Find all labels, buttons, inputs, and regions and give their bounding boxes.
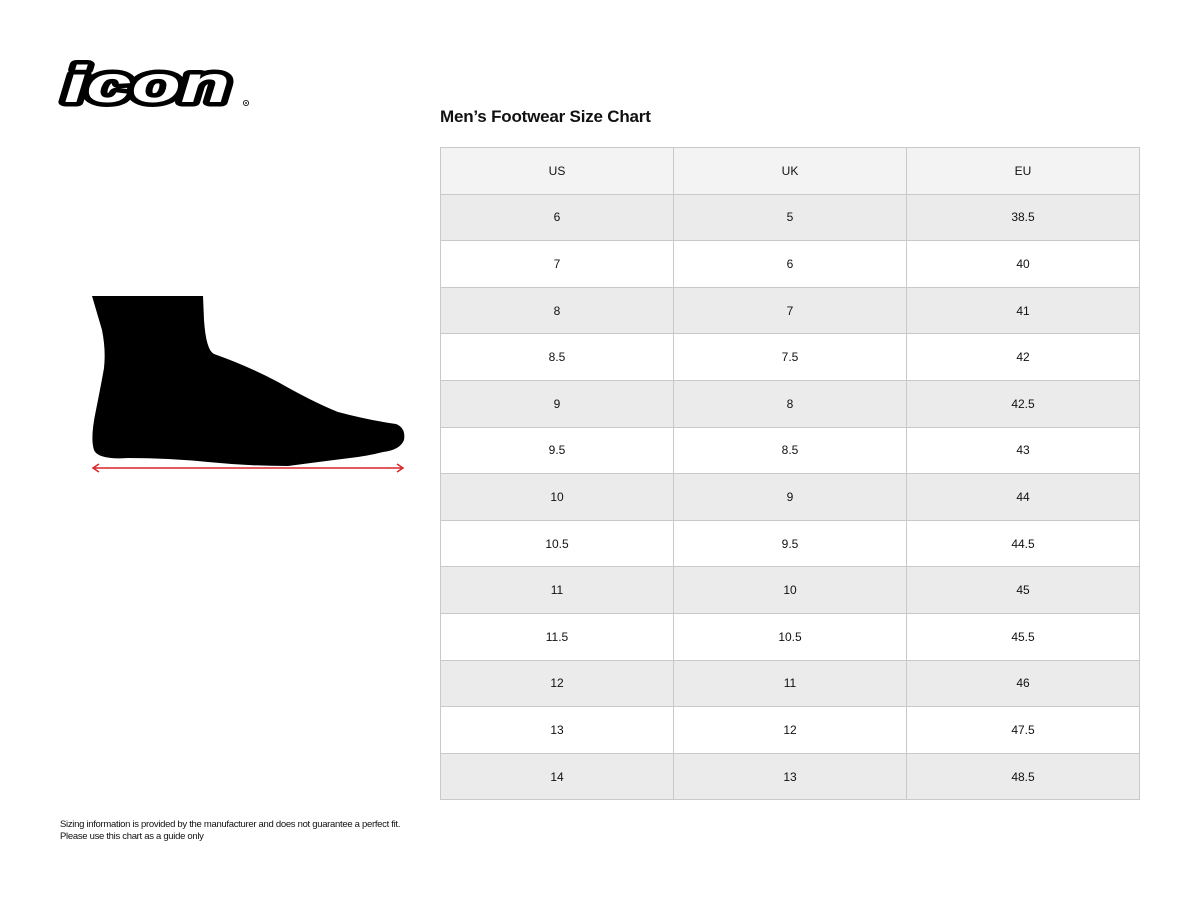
column-header-uk: UK (673, 147, 907, 195)
cell-eu: 41 (906, 286, 1140, 335)
cell-uk: 6 (673, 240, 907, 288)
cell-eu: 38.5 (906, 193, 1140, 242)
cell-us: 8.5 (440, 333, 674, 381)
foot-silhouette-icon (91, 296, 405, 473)
column-header-us: US (440, 147, 674, 195)
table-row: 8 7 41 (440, 286, 1140, 335)
cell-eu: 46 (906, 659, 1140, 708)
cell-uk: 9 (673, 473, 907, 521)
cell-eu: 45 (906, 566, 1140, 614)
table-row: 8.5 7.5 42 (440, 333, 1140, 381)
table-row: 11 10 45 (440, 566, 1140, 614)
table-row: 11.5 10.5 45.5 (440, 612, 1140, 661)
cell-uk: 9.5 (673, 519, 907, 568)
cell-eu: 47.5 (906, 706, 1140, 754)
cell-us: 11.5 (440, 612, 674, 661)
cell-eu: 42.5 (906, 379, 1140, 428)
table-row: 9.5 8.5 43 (440, 426, 1140, 475)
table-row: 9 8 42.5 (440, 379, 1140, 428)
cell-us: 9 (440, 379, 674, 428)
cell-eu: 43 (906, 426, 1140, 475)
cell-uk: 7 (673, 286, 907, 335)
cell-uk: 8.5 (673, 426, 907, 475)
cell-uk: 7.5 (673, 333, 907, 381)
cell-eu: 42 (906, 333, 1140, 381)
table-row: 14 13 48.5 (440, 752, 1140, 801)
foot-length-measure-arrow (91, 463, 405, 473)
cell-us: 14 (440, 752, 674, 801)
column-header-eu: EU (906, 147, 1140, 195)
cell-uk: 5 (673, 193, 907, 242)
table-row: 10 9 44 (440, 473, 1140, 521)
cell-eu: 48.5 (906, 752, 1140, 801)
svg-text:icon: icon (64, 58, 230, 108)
size-chart-table: US UK EU 6 5 38.5 7 6 40 8 7 41 8.5 7.5 42 9 8 42.5 9.5… (440, 147, 1140, 801)
cell-us: 8 (440, 286, 674, 335)
page-title: Men’s Footwear Size Chart (440, 107, 651, 126)
cell-uk: 10.5 (673, 612, 907, 661)
cell-us: 7 (440, 240, 674, 288)
cell-eu: 40 (906, 240, 1140, 288)
cell-us: 6 (440, 193, 674, 242)
cell-us: 10.5 (440, 519, 674, 568)
table-row: 13 12 47.5 (440, 706, 1140, 754)
cell-us: 9.5 (440, 426, 674, 475)
table-row: 12 11 46 (440, 659, 1140, 708)
table-header-row: US UK EU (440, 147, 1140, 195)
cell-eu: 44.5 (906, 519, 1140, 568)
table-row: 6 5 38.5 (440, 193, 1140, 242)
table-row: 10.5 9.5 44.5 (440, 519, 1140, 568)
cell-uk: 12 (673, 706, 907, 754)
cell-eu: 44 (906, 473, 1140, 521)
sizing-disclaimer: Sizing information is provided by the ma… (60, 819, 400, 843)
disclaimer-line-1: Sizing information is provided by the ma… (60, 819, 401, 830)
cell-us: 11 (440, 566, 674, 614)
table-row: 7 6 40 (440, 240, 1140, 288)
cell-uk: 13 (673, 752, 907, 801)
cell-uk: 8 (673, 379, 907, 428)
cell-uk: 10 (673, 566, 907, 614)
cell-uk: 11 (673, 659, 907, 708)
cell-us: 10 (440, 473, 674, 521)
cell-us: 13 (440, 706, 674, 754)
disclaimer-line-2: Please use this chart as a guide only (60, 831, 204, 842)
cell-us: 12 (440, 659, 674, 708)
icon-brand-logo: icon (60, 58, 249, 108)
cell-eu: 45.5 (906, 612, 1140, 661)
